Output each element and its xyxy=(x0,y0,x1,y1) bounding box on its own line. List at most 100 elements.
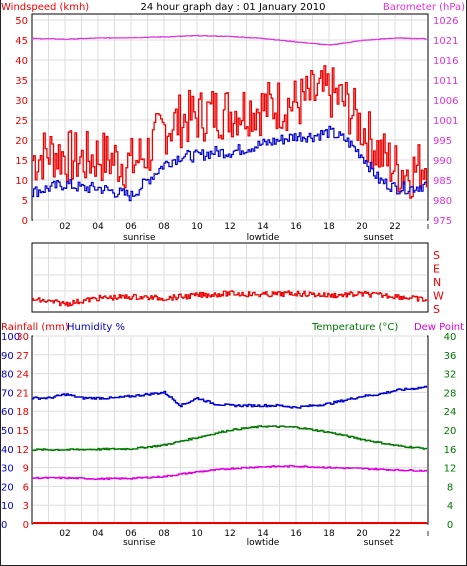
humidity-tick-label: 100 xyxy=(1,332,20,343)
dewpoint-axis-title: Dew Point xyxy=(414,322,464,333)
direction-tick-label: S xyxy=(433,303,440,316)
temperature-axis-title: Temperature (°C) xyxy=(311,322,398,333)
humidity-tick-label: 30 xyxy=(1,464,14,475)
wind-direction-line xyxy=(32,290,429,307)
climate-x-tick-label: 20 xyxy=(356,529,368,539)
temperature-tick-label: 12 xyxy=(444,464,457,475)
wind-x-tick-label: 10 xyxy=(191,222,203,232)
barometer-line xyxy=(32,34,427,46)
rainfall-tick-label: 18 xyxy=(16,407,29,418)
rainfall-tick-label: 30 xyxy=(16,332,29,343)
rainfall-tick-label: 12 xyxy=(16,445,29,456)
temperature-line xyxy=(32,425,428,452)
temperature-tick-label: 0 xyxy=(447,520,453,531)
wind-x-annotation: sunrise xyxy=(123,233,156,243)
wind-tick-label: 50 xyxy=(15,16,28,27)
climate-x-tick-label: 02 xyxy=(59,529,70,539)
wind-x-tick-label: 06 xyxy=(125,222,137,232)
windspeed-average-line xyxy=(32,125,427,202)
rainfall-tick-label: 27 xyxy=(16,351,29,362)
direction-tick-label: W xyxy=(433,290,444,303)
temperature-tick-label: 4 xyxy=(447,501,453,512)
dewpoint-line xyxy=(32,464,428,481)
climate-x-tick-label: 10 xyxy=(191,529,203,539)
wind-x-tick-label: 18 xyxy=(323,222,335,232)
direction-tick-label: S xyxy=(433,249,440,262)
climate-x-tick-label: 04 xyxy=(92,529,104,539)
barometer-tick-label: 1006 xyxy=(433,96,458,107)
wind-tick-label: 25 xyxy=(15,116,28,127)
wind-x-tick-label: 12 xyxy=(224,222,235,232)
humidity-tick-label: 20 xyxy=(1,482,14,493)
humidity-tick-label: 40 xyxy=(1,445,14,456)
wind-x-tick-label: 08 xyxy=(158,222,170,232)
chart-title: 24 hour graph day : 01 January 2010 xyxy=(141,2,326,13)
wind-x-end-mark: ı xyxy=(427,222,430,232)
climate-x-tick-label: 08 xyxy=(158,529,170,539)
barometer-tick-label: 995 xyxy=(433,136,452,147)
rainfall-tick-label: 9 xyxy=(23,464,29,475)
rainfall-tick-label: 0 xyxy=(23,520,29,531)
rainfall-tick-label: 24 xyxy=(16,370,29,381)
wind-tick-label: 40 xyxy=(15,56,28,67)
humidity-axis-title: Humidity % xyxy=(67,322,125,333)
temperature-tick-label: 32 xyxy=(444,370,457,381)
temperature-tick-label: 36 xyxy=(444,351,457,362)
temperature-tick-label: 8 xyxy=(447,482,453,493)
windspeed-line xyxy=(32,65,428,199)
wind-axis-title: Windspeed (kmh) xyxy=(1,2,89,13)
barometer-tick-label: 975 xyxy=(433,216,452,227)
climate-x-tick-label: 22 xyxy=(389,529,400,539)
wind-x-tick-label: 14 xyxy=(257,222,269,232)
climate-x-tick-label: 12 xyxy=(224,529,235,539)
barometer-tick-label: 980 xyxy=(433,196,452,207)
temperature-tick-label: 20 xyxy=(444,426,457,437)
wind-x-annotation: lowtide xyxy=(247,233,280,243)
climate-x-annotation: sunrise xyxy=(123,538,156,548)
barometer-tick-label: 1021 xyxy=(433,36,458,47)
wind-tick-label: 10 xyxy=(15,176,28,187)
wind-x-annotation: sunset xyxy=(364,233,394,243)
wind-x-tick-label: 16 xyxy=(290,222,302,232)
wind-tick-label: 20 xyxy=(15,136,28,147)
climate-x-tick-label: 14 xyxy=(257,529,269,539)
climate-x-tick-label: 06 xyxy=(125,529,137,539)
wind-x-tick-label: 02 xyxy=(59,222,70,232)
humidity-tick-label: 10 xyxy=(1,501,14,512)
climate-x-annotation: sunset xyxy=(364,538,394,548)
temperature-tick-label: 28 xyxy=(444,388,457,399)
humidity-tick-label: 70 xyxy=(1,388,14,399)
humidity-tick-label: 50 xyxy=(1,426,14,437)
humidity-tick-label: 80 xyxy=(1,370,14,381)
rainfall-tick-label: 6 xyxy=(23,482,29,493)
humidity-tick-label: 90 xyxy=(1,351,14,362)
wind-tick-label: 15 xyxy=(15,156,28,167)
temperature-tick-label: 24 xyxy=(444,407,457,418)
wind-x-tick-label: 04 xyxy=(92,222,104,232)
climate-x-end-mark: ı xyxy=(427,529,430,539)
wind-tick-label: 45 xyxy=(15,36,28,47)
direction-tick-label: E xyxy=(433,263,440,276)
rainfall-axis-title: Rainfall (mm) xyxy=(1,322,69,333)
direction-tick-label: N xyxy=(433,276,441,289)
wind-tick-label: 30 xyxy=(15,96,28,107)
rainfall-tick-label: 21 xyxy=(16,388,29,399)
climate-x-tick-label: 18 xyxy=(323,529,335,539)
rainfall-tick-label: 3 xyxy=(23,501,29,512)
temperature-tick-label: 16 xyxy=(444,445,457,456)
barometer-tick-label: 1011 xyxy=(433,76,458,87)
barometer-tick-label: 985 xyxy=(433,176,452,187)
barometer-tick-label: 1026 xyxy=(433,16,458,27)
humidity-tick-label: 60 xyxy=(1,407,14,418)
climate-x-annotation: lowtide xyxy=(247,538,280,548)
wind-tick-label: 35 xyxy=(15,76,28,87)
humidity-line xyxy=(32,385,428,409)
barometer-tick-label: 1016 xyxy=(433,56,458,67)
humidity-tick-label: 0 xyxy=(1,520,7,531)
wind-tick-label: 5 xyxy=(22,196,28,207)
climate-x-tick-label: 16 xyxy=(290,529,302,539)
barometer-tick-label: 990 xyxy=(433,156,452,167)
barometer-axis-title: Barometer (hPa) xyxy=(383,2,465,13)
